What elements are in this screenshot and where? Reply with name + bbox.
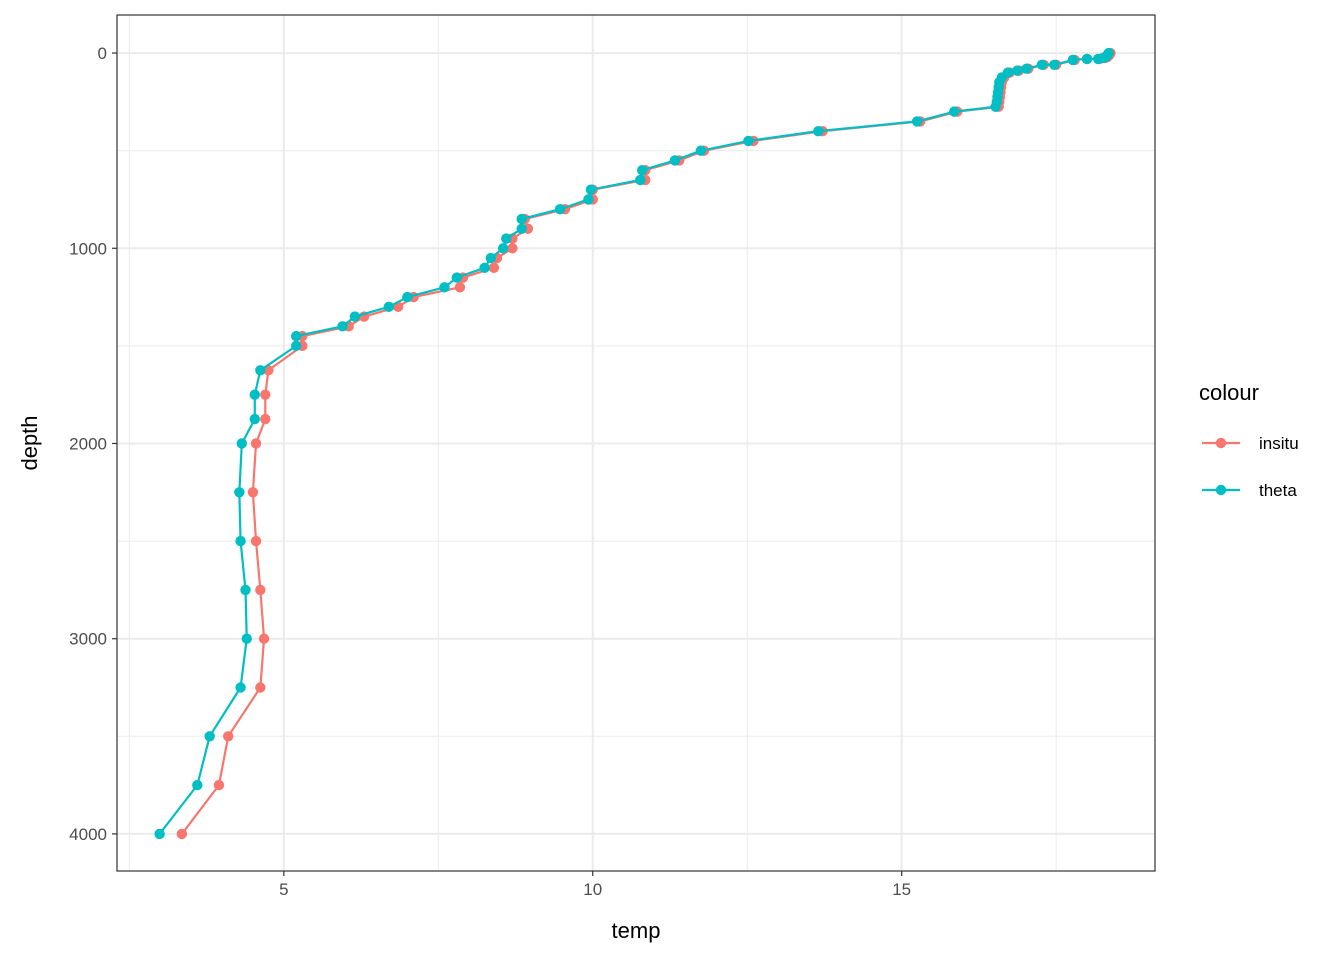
data-point-theta — [516, 213, 527, 225]
x-axis-title: temp — [612, 918, 661, 943]
data-point-theta — [290, 330, 302, 342]
data-point-theta — [192, 779, 203, 791]
data-point-theta — [948, 106, 960, 117]
series-layer — [154, 47, 1116, 840]
data-point-insitu — [255, 584, 266, 596]
data-point-theta — [255, 365, 266, 376]
data-point-theta — [636, 164, 648, 176]
data-point-theta — [813, 125, 824, 137]
x-tick-label: 10 — [583, 880, 602, 899]
data-point-theta — [585, 184, 597, 195]
legend-key-point-insitu — [1215, 437, 1227, 449]
data-point-theta — [349, 311, 361, 322]
legend-label-insitu: insitu — [1259, 434, 1299, 453]
data-point-insitu — [488, 262, 500, 273]
data-point-theta — [911, 116, 923, 127]
y-axis-ticks: 0 1000 2000 3000 4000 — [69, 44, 117, 844]
data-point-theta — [1049, 59, 1060, 70]
data-point-insitu — [255, 682, 266, 693]
data-point-theta — [383, 301, 395, 313]
x-tick-label: 15 — [892, 880, 911, 899]
data-point-theta — [635, 174, 646, 186]
data-point-theta — [1021, 63, 1032, 74]
data-point-insitu — [223, 731, 234, 742]
data-point-insitu — [507, 243, 518, 254]
data-point-theta — [204, 731, 215, 742]
data-point-theta — [554, 204, 566, 215]
data-point-theta — [516, 223, 527, 234]
data-point-insitu — [260, 389, 271, 400]
y-axis-title: depth — [17, 415, 42, 470]
data-point-theta — [439, 282, 450, 293]
data-point-theta — [290, 340, 302, 352]
y-tick-label: 2000 — [69, 434, 107, 453]
y-tick-label: 0 — [98, 44, 107, 63]
data-point-insitu — [176, 828, 188, 840]
major-gridlines — [117, 15, 1155, 871]
data-point-theta — [501, 233, 512, 244]
data-point-theta — [497, 243, 509, 254]
legend: colour insitu theta — [1199, 380, 1299, 500]
data-point-theta — [249, 413, 260, 425]
legend-title: colour — [1199, 380, 1259, 405]
data-point-theta — [695, 145, 707, 156]
series-theta — [154, 47, 1114, 840]
legend-key-point-theta — [1215, 484, 1227, 496]
data-point-theta — [236, 438, 248, 449]
data-point-theta — [240, 584, 251, 596]
data-point-theta — [234, 487, 245, 498]
data-point-theta — [451, 272, 463, 283]
data-point-theta — [743, 135, 754, 147]
data-point-theta — [235, 535, 246, 547]
data-point-insitu — [213, 779, 225, 791]
data-point-theta — [1012, 65, 1023, 76]
data-point-theta — [241, 633, 252, 644]
data-point-insitu — [250, 438, 262, 449]
data-point-insitu — [247, 487, 259, 498]
data-point-insitu — [258, 633, 270, 644]
x-tick-label: 5 — [279, 880, 288, 899]
data-point-theta — [669, 155, 681, 166]
data-point-theta — [1067, 54, 1079, 66]
data-point-theta — [485, 252, 497, 264]
data-point-theta — [235, 682, 246, 693]
data-point-theta — [990, 101, 1001, 112]
data-point-theta — [1092, 53, 1104, 65]
data-point-insitu — [250, 535, 262, 547]
y-tick-label: 1000 — [69, 239, 107, 258]
y-tick-label: 4000 — [69, 825, 107, 844]
data-point-insitu — [454, 282, 466, 293]
legend-label-theta: theta — [1259, 481, 1297, 500]
y-tick-label: 3000 — [69, 630, 107, 649]
minor-gridlines — [117, 15, 1155, 871]
data-point-insitu — [260, 413, 271, 425]
data-point-theta — [1036, 59, 1048, 70]
data-point-theta — [154, 828, 165, 840]
data-point-theta — [1081, 53, 1093, 65]
data-point-theta — [402, 291, 413, 303]
data-point-theta — [249, 389, 260, 400]
data-point-theta — [583, 194, 594, 205]
data-point-theta — [479, 262, 490, 273]
x-axis-ticks: 5 10 15 — [279, 871, 911, 899]
data-point-theta — [337, 321, 348, 332]
